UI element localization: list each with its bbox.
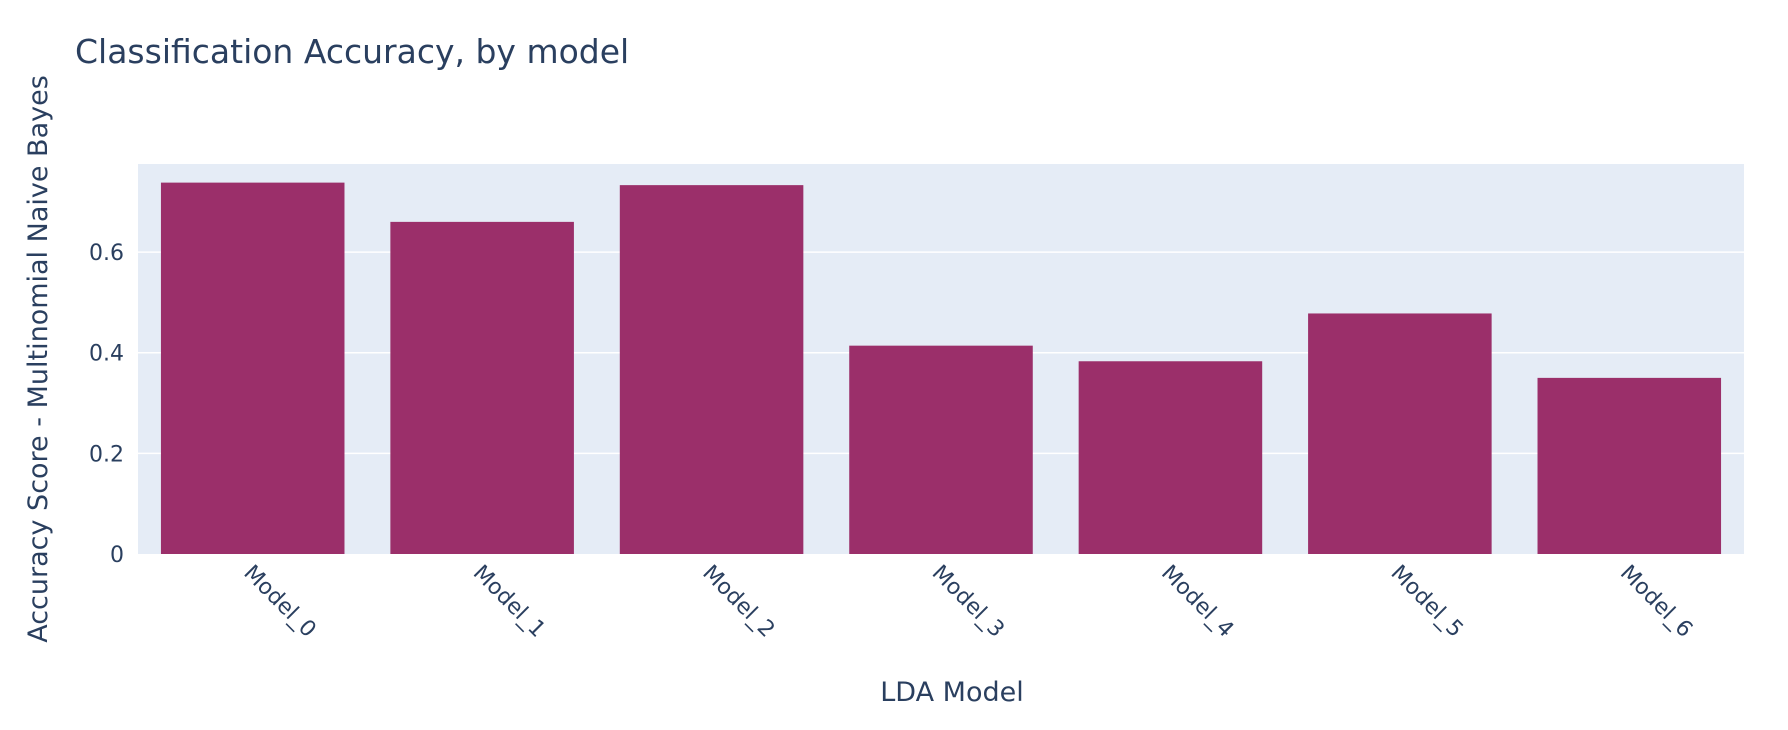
y-tick-label: 0 xyxy=(110,543,124,568)
x-axis-ticks: Model_0 Model_1 Model_2 Model_3 Model_4 Model… xyxy=(238,561,1697,643)
x-tick-label: Model_1 xyxy=(468,561,550,643)
x-tick-label: Model_6 xyxy=(1615,561,1697,643)
x-tick-label: Model_4 xyxy=(1156,561,1238,643)
y-tick-label: 0.4 xyxy=(89,342,124,367)
bar-model-2[interactable] xyxy=(619,185,804,554)
y-axis-ticks: 0 0.2 0.4 0.6 xyxy=(89,241,124,568)
bar-model-1[interactable] xyxy=(390,221,574,554)
bar-model-6[interactable] xyxy=(1537,377,1722,554)
y-tick-label: 0.6 xyxy=(89,241,124,266)
x-axis-title: LDA Model xyxy=(880,677,1023,708)
bar-model-3[interactable] xyxy=(849,345,1033,554)
x-tick-label: Model_3 xyxy=(927,561,1009,643)
bar-model-4[interactable] xyxy=(1078,361,1263,554)
y-tick-label: 0.2 xyxy=(89,442,124,467)
x-tick-label: Model_5 xyxy=(1386,561,1468,643)
x-tick-label: Model_2 xyxy=(697,561,779,643)
y-axis-title: Accuracy Score - Multinomial Naive Bayes xyxy=(23,75,54,643)
bar-model-5[interactable] xyxy=(1308,313,1492,554)
bar-model-0[interactable] xyxy=(160,182,345,554)
x-tick-label: Model_0 xyxy=(238,561,320,643)
chart-title: Classification Accuracy, by model xyxy=(75,32,629,71)
bars xyxy=(160,182,1722,554)
